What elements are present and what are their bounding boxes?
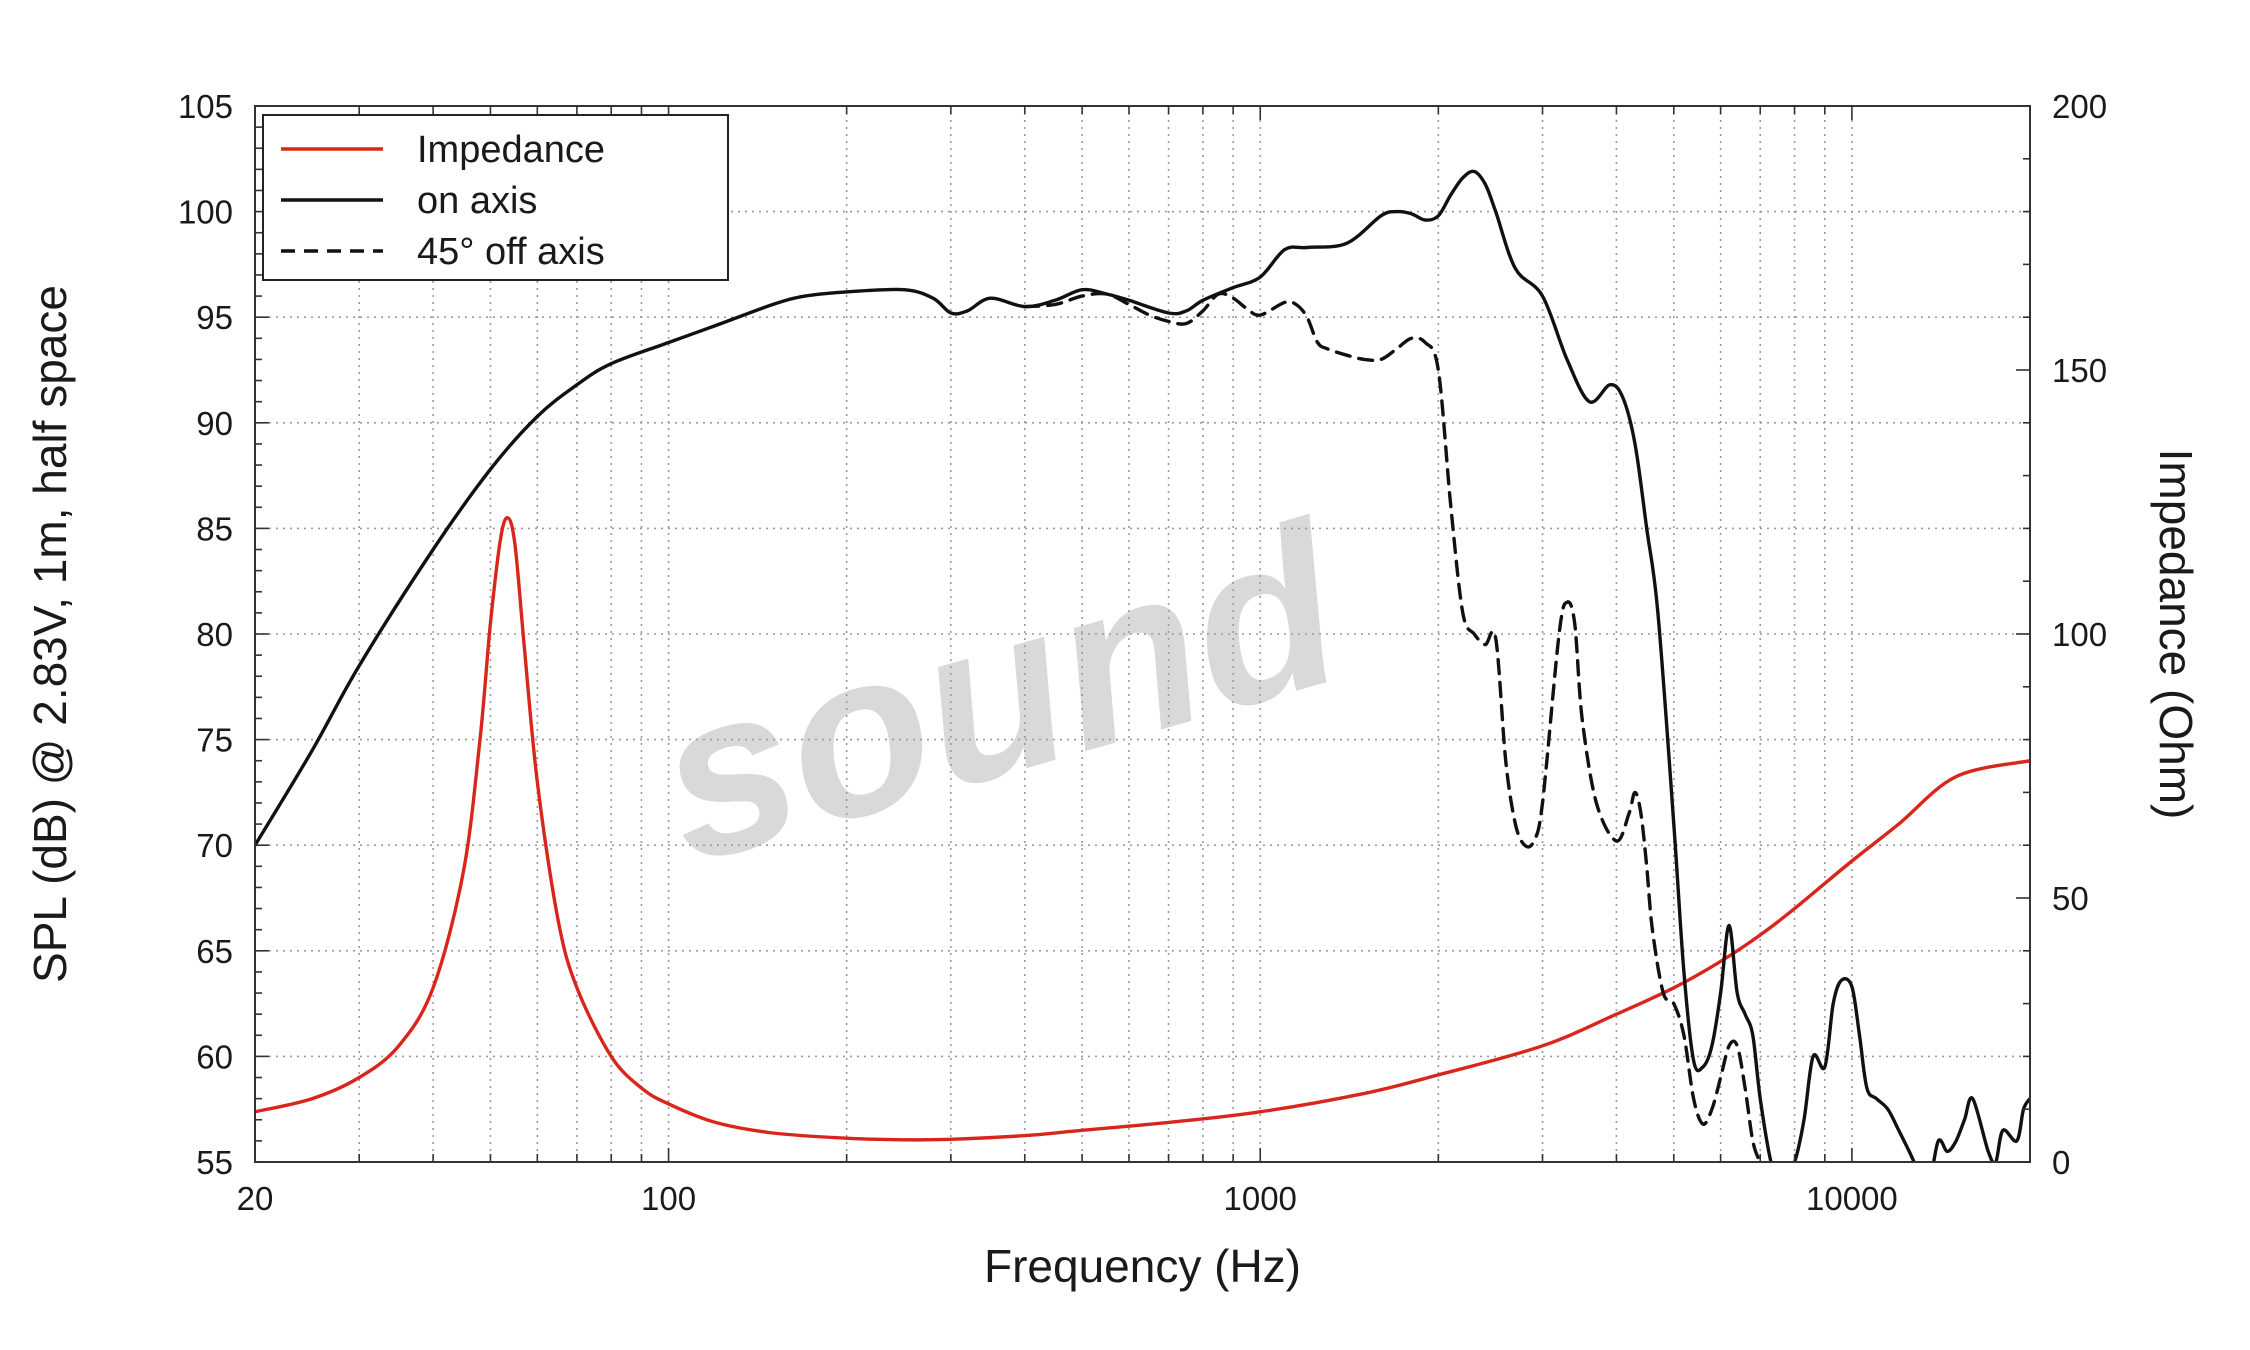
y-tick-label: 90 (196, 405, 233, 442)
y-tick-label: 75 (196, 722, 233, 759)
y-tick-label: 80 (196, 616, 233, 653)
series-line-on-axis (255, 169, 2030, 1162)
y2-tick-label: 100 (2052, 616, 2107, 653)
legend-label-on-axis: on axis (417, 180, 537, 222)
y-tick-label: 95 (196, 299, 233, 336)
grid-lines (255, 106, 2030, 1162)
x-tick-label: 20 (237, 1180, 274, 1217)
x-tick-label: 100 (641, 1180, 696, 1217)
x-tick-label: 1000 (1224, 1180, 1297, 1217)
series-layer (255, 169, 2030, 1162)
watermark-text: sound (631, 474, 1369, 912)
y-tick-label: 105 (178, 88, 233, 125)
y2-tick-label: 200 (2052, 88, 2107, 125)
legend: Impedance on axis 45° off axis (262, 114, 729, 281)
y-tick-label: 70 (196, 827, 233, 864)
y-tick-label: 100 (178, 194, 233, 231)
legend-label-off-axis: 45° off axis (417, 231, 605, 273)
tick-marks (255, 105, 2030, 1163)
y2-tick-label: 150 (2052, 352, 2107, 389)
y-tick-label: 85 (196, 510, 233, 547)
x-tick-label: 10000 (1806, 1180, 1898, 1217)
y-tick-label: 60 (196, 1038, 233, 1075)
y-tick-label: 55 (196, 1144, 233, 1181)
series-line-off-axis (1023, 291, 1763, 1162)
x-axis-title: Frequency (Hz) (984, 1240, 1301, 1292)
y2-tick-label: 0 (2052, 1144, 2070, 1181)
y2-axis-title: Impedance (Ohm) (2150, 449, 2202, 820)
tick-labels: 20 100 1000 10000 55 60 65 70 75 80 85 90 95 100 105 0 5… (178, 88, 2107, 1217)
y-axis-title: SPL (dB) @ 2.83V, 1m, half space (24, 285, 76, 983)
legend-label-impedance: Impedance (417, 129, 605, 171)
y2-tick-label: 50 (2052, 880, 2089, 917)
y-tick-label: 65 (196, 933, 233, 970)
